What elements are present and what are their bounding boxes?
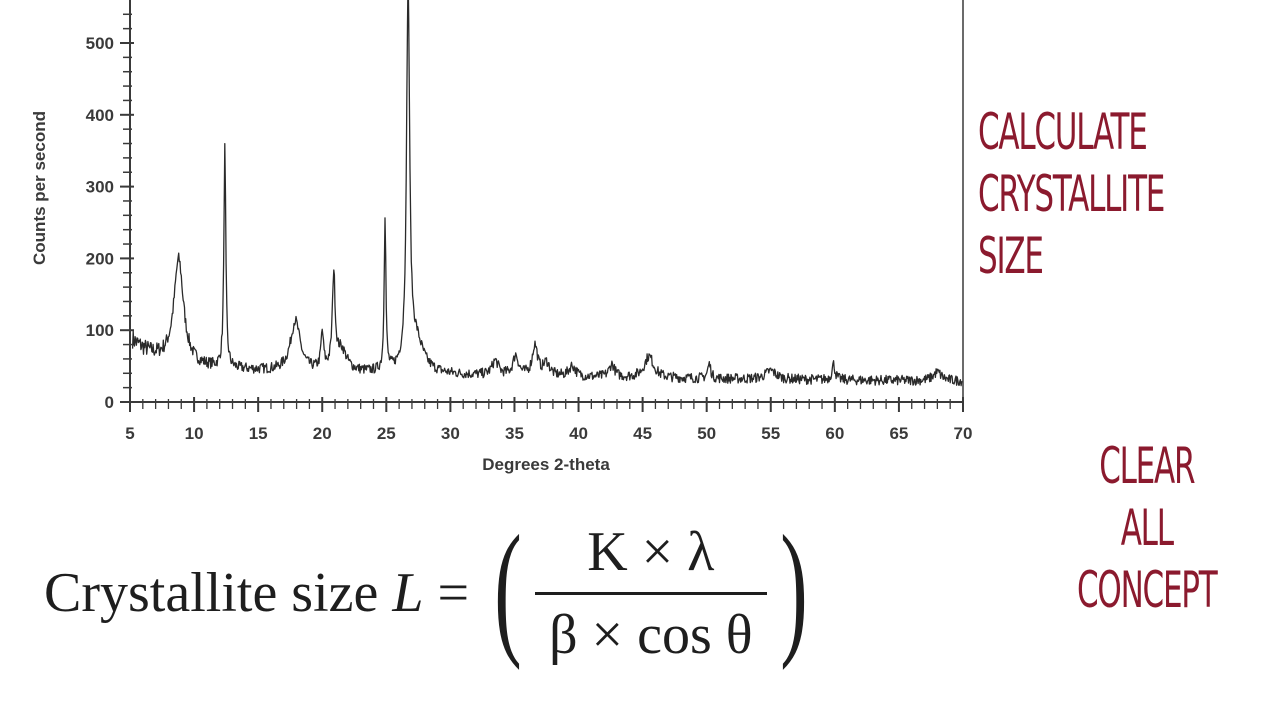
x-tick-label: 25	[377, 424, 396, 443]
formula-variable: L	[392, 562, 424, 624]
x-tick-label: 5	[125, 424, 134, 443]
headline-line-3: size	[978, 227, 1044, 285]
x-tick-label: 20	[313, 424, 332, 443]
formula-left-paren: (	[494, 505, 522, 671]
x-tick-label: 35	[505, 424, 524, 443]
y-tick-label: 100	[86, 321, 114, 340]
x-tick-label: 70	[954, 424, 973, 443]
x-tick-label: 55	[761, 424, 780, 443]
x-tick-label: 60	[825, 424, 844, 443]
x-axis: 5 10 15 20 25 30 35 40 45 50 55 60 65 70	[125, 397, 972, 443]
tagline-line-2: all	[1120, 499, 1174, 557]
y-axis-title: Counts per second	[30, 111, 49, 265]
crystallite-size-formula: Crystallite size L = ( K × λ β × cos θ )	[44, 503, 819, 683]
y-tick-label: 200	[86, 249, 114, 268]
formula-right-paren: )	[779, 505, 808, 671]
headline-line-2: Crystallite	[978, 165, 1165, 223]
formula-numerator: K × λ	[587, 520, 715, 583]
x-tick-label: 30	[441, 424, 460, 443]
formula-lead: Crystallite size	[44, 562, 393, 624]
x-tick-label: 45	[633, 424, 652, 443]
x-tick-label: 10	[185, 424, 204, 443]
headline-line-1: Calculate	[978, 103, 1148, 161]
formula-equals: =	[423, 562, 484, 624]
xrd-pattern-line	[131, 0, 963, 387]
tagline: Clear all concept	[1068, 435, 1225, 621]
x-tick-label: 65	[889, 424, 908, 443]
formula-denominator: β × cos θ	[535, 591, 767, 667]
tagline-line-3: concept	[1077, 561, 1218, 619]
y-tick-label: 500	[86, 34, 114, 53]
x-tick-label: 15	[249, 424, 268, 443]
y-axis: 0 100 200 300 400 500	[86, 0, 134, 412]
x-tick-label: 40	[569, 424, 588, 443]
tagline-line-1: Clear	[1099, 437, 1195, 495]
x-tick-label: 50	[697, 424, 716, 443]
y-tick-label: 300	[86, 178, 114, 197]
x-axis-title: Degrees 2-theta	[482, 455, 610, 474]
formula-fraction: K × λ β × cos θ	[535, 520, 767, 667]
headline: Calculate Crystallite size	[978, 101, 1165, 287]
y-tick-label: 0	[105, 393, 114, 412]
y-tick-label: 400	[86, 106, 114, 125]
